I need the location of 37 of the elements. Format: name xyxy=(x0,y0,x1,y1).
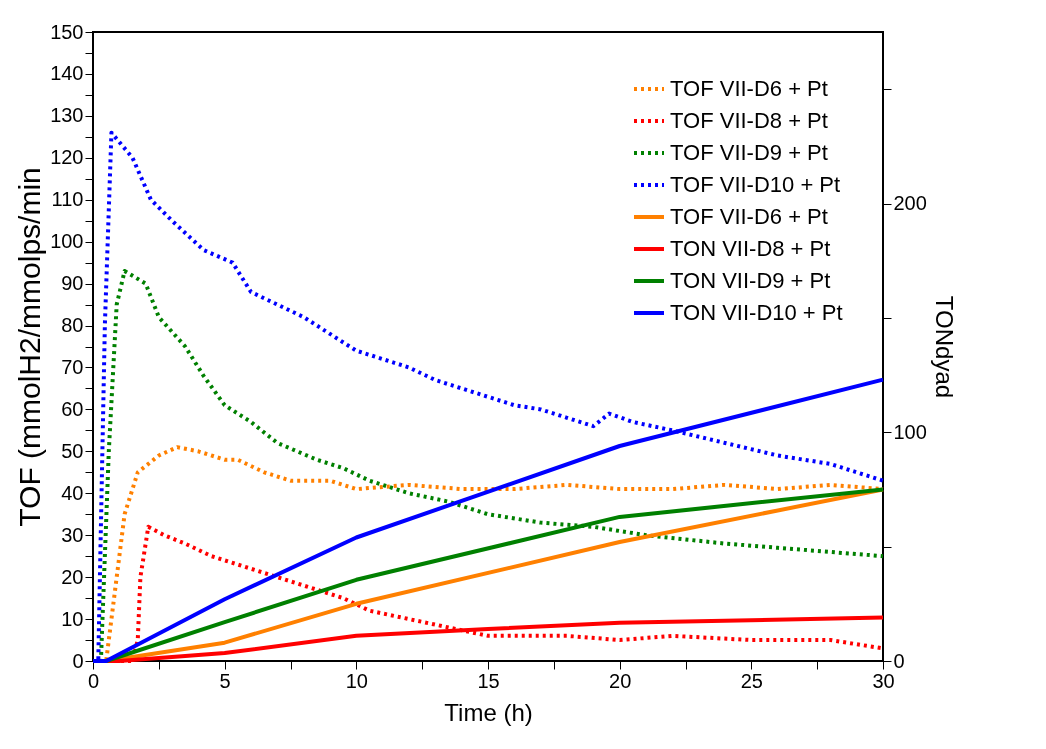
x-tick-label: 15 xyxy=(477,669,500,692)
y-axis-title: TOF (mmolH2/mmolps/min xyxy=(13,167,47,527)
y-tick-label: 30 xyxy=(61,523,84,546)
legend-label: TOF VII-D6 + Pt xyxy=(670,76,828,101)
legend-label: TOF VII-D10 + Pt xyxy=(670,172,841,197)
legend-label: TOF VII-D8 + Pt xyxy=(670,108,828,133)
legend-label: TOF VII-D6 + Pt xyxy=(670,204,828,229)
x-tick-label: 20 xyxy=(609,669,632,692)
y-tick-label: 60 xyxy=(61,397,84,420)
y-tick-label: 110 xyxy=(51,188,84,211)
y-tick-label: 80 xyxy=(61,314,84,337)
y2-tick-label: 100 xyxy=(893,420,927,443)
y-tick-label: 120 xyxy=(50,146,84,169)
y-tick-label: 50 xyxy=(61,439,84,462)
legend-label: TON VII-D8 + Pt xyxy=(670,236,831,261)
y-tick-label: 20 xyxy=(61,565,84,588)
x-tick-label: 10 xyxy=(345,669,368,692)
y-tick-label: 40 xyxy=(61,481,84,504)
y-tick-label: 0 xyxy=(72,649,84,672)
y-tick-label: 130 xyxy=(50,104,84,127)
y2-tick-label: 200 xyxy=(893,192,927,215)
y-tick-label: 10 xyxy=(61,607,84,630)
x-tick-label: 5 xyxy=(219,669,231,692)
y-tick-label: 140 xyxy=(50,62,84,85)
x-tick-label: 30 xyxy=(872,669,895,692)
y-tick-label: 90 xyxy=(61,272,84,295)
y-tick-label: 100 xyxy=(50,230,84,253)
y2-axis-title: TONdyad xyxy=(930,295,958,399)
y-tick-label: 150 xyxy=(50,20,84,43)
y-tick-label: 70 xyxy=(61,355,84,378)
x-axis-title: Time (h) xyxy=(444,698,533,726)
x-tick-label: 0 xyxy=(87,669,100,692)
legend-label: TON VII-D10 + Pt xyxy=(670,300,843,325)
legend-label: TON VII-D9 + Pt xyxy=(670,268,831,293)
y2-tick-label: 0 xyxy=(893,649,905,672)
x-tick-label: 25 xyxy=(740,669,763,692)
legend-label: TOF VII-D9 + Pt xyxy=(670,140,828,165)
